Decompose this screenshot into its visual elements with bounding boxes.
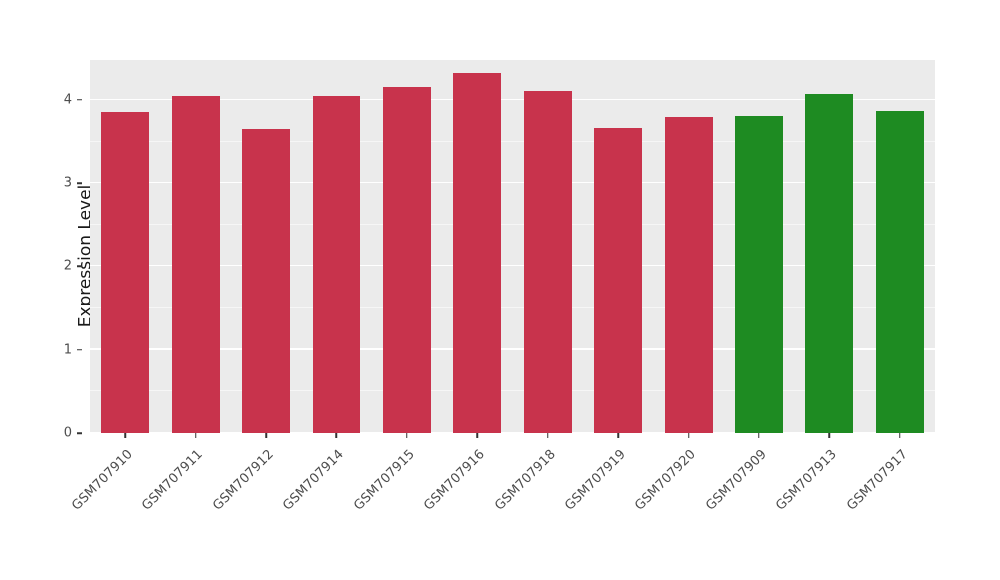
bar-slot	[724, 60, 794, 433]
y-tick-label: 4	[63, 92, 72, 108]
major-gridline	[90, 98, 935, 100]
y-tick-label: 3	[63, 175, 72, 191]
y-tick-mark	[77, 182, 82, 184]
bar-slot	[372, 60, 442, 433]
bar-GSM707920	[664, 117, 713, 433]
x-axis: GSM707910 GSM707911 GSM707912 GSM707914 GSM7…	[69, 433, 935, 553]
bar-slot	[794, 60, 864, 433]
bar-slot	[513, 60, 583, 433]
bar-GSM707909	[735, 115, 783, 433]
plot-panel	[90, 60, 935, 433]
y-axis: 0 1 2 3 4	[0, 60, 82, 441]
x-tick-label: GSM707916	[421, 447, 488, 514]
bar-GSM707915	[382, 86, 431, 433]
x-tick-label: GSM707914	[280, 447, 348, 514]
x-tick-label: GSM707909	[702, 447, 770, 514]
minor-gridline	[90, 140, 935, 142]
bar-slot	[160, 60, 230, 433]
y-tick-label: 1	[63, 342, 72, 358]
bar-GSM707916	[453, 72, 502, 433]
x-tick-mark	[687, 433, 690, 438]
x-tick-label: GSM707919	[562, 447, 629, 514]
bar-GSM707911	[171, 95, 220, 433]
x-tick-mark	[335, 433, 338, 438]
minor-gridline	[90, 390, 935, 392]
y-tick-mark	[77, 348, 82, 351]
x-tick-label: GSM707910	[69, 447, 136, 514]
x-tick-label: GSM707911	[139, 447, 207, 514]
bar-slot	[90, 60, 160, 433]
x-tick-mark	[265, 433, 267, 438]
bar-GSM707917	[875, 110, 924, 433]
y-tick-mark	[77, 99, 82, 101]
bar-slot	[583, 60, 653, 433]
bar-GSM707910	[101, 111, 150, 433]
x-tick-mark	[899, 433, 901, 438]
x-tick-mark	[406, 433, 408, 438]
x-tick-mark	[617, 433, 619, 438]
x-tick-label: GSM707918	[491, 447, 559, 514]
bar-GSM707912	[242, 129, 290, 433]
x-tick-label: GSM707920	[632, 447, 700, 514]
bar-GSM707918	[523, 90, 572, 433]
bar-slot	[653, 60, 723, 433]
x-tick-mark	[124, 433, 126, 438]
bar-GSM707913	[805, 94, 854, 433]
x-tick-label: GSM707917	[843, 447, 911, 514]
x-tick-mark	[758, 433, 760, 438]
y-tick-label: 0	[63, 425, 72, 441]
bar-GSM707919	[594, 128, 643, 433]
minor-gridline	[90, 307, 935, 309]
bar-GSM707914	[312, 95, 361, 433]
minor-gridline	[90, 223, 935, 225]
major-gridline	[90, 348, 935, 350]
bar-slot	[301, 60, 371, 433]
x-tick-label: GSM707913	[773, 447, 840, 514]
x-tick-mark	[828, 433, 831, 438]
x-tick-mark	[476, 433, 479, 438]
major-gridline	[90, 431, 935, 433]
major-gridline	[90, 265, 935, 267]
major-gridline	[90, 181, 935, 184]
bar-slot	[442, 60, 512, 433]
x-tick-mark	[194, 433, 197, 438]
y-tick-mark	[77, 265, 82, 268]
x-tick-label: GSM707912	[210, 447, 277, 514]
y-tick-label: 2	[63, 258, 72, 274]
x-tick-mark	[546, 433, 549, 438]
bars-container	[90, 60, 935, 433]
y-tick-mark	[77, 432, 82, 434]
bar-slot	[865, 60, 935, 433]
x-tick-label: GSM707915	[350, 447, 418, 514]
bar-slot	[231, 60, 301, 433]
